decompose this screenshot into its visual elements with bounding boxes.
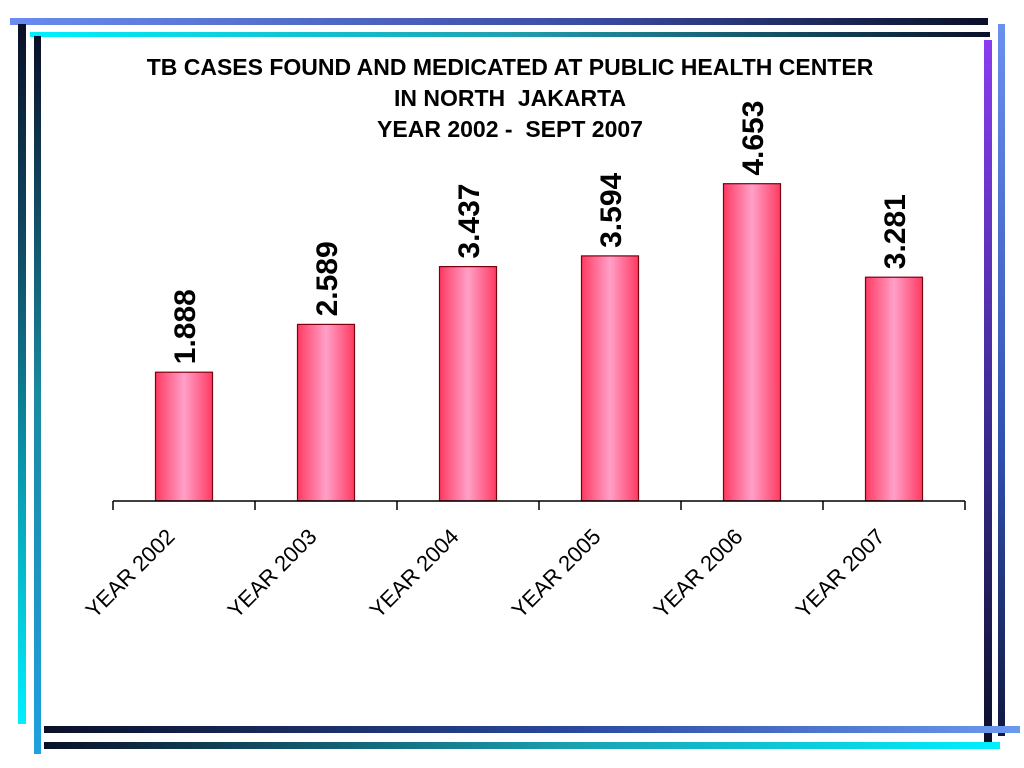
frame-bottom-inner: [44, 726, 1020, 733]
chart-title-line-2: IN NORTH JAKARTA: [393, 85, 627, 111]
x-tick-label: YEAR 2005: [507, 524, 606, 623]
chart-title-line-3: YEAR 2002 - SEPT 2007: [377, 116, 643, 142]
x-tick-label: YEAR 2004: [365, 524, 464, 623]
bar-year-2004: [438, 266, 498, 502]
frame-left-outer: [18, 24, 26, 724]
bar-year-2005: [580, 255, 640, 502]
frame-top-outer: [10, 18, 988, 25]
data-label: 4.653: [737, 101, 770, 176]
frame-right-inner: [984, 40, 992, 746]
data-label: 3.437: [453, 184, 486, 259]
bar-year-2007: [864, 276, 924, 502]
x-axis: [112, 500, 966, 510]
frame-left-inner: [34, 36, 41, 754]
chart-title: TB CASES FOUND AND MEDICATED AT PUBLIC H…: [60, 52, 960, 145]
data-label: 3.281: [879, 194, 912, 269]
chart-title-line-1: TB CASES FOUND AND MEDICATED AT PUBLIC H…: [146, 54, 874, 80]
data-label: 1.888: [169, 289, 202, 364]
x-tick-label: YEAR 2003: [223, 524, 322, 623]
data-label: 2.589: [311, 241, 344, 316]
bar-year-2002: [154, 371, 214, 502]
frame-bottom-outer: [44, 742, 1000, 749]
frame-top-inner: [30, 32, 990, 37]
x-tick-label: YEAR 2007: [791, 524, 890, 623]
x-tick-label: YEAR 2006: [649, 524, 748, 623]
x-tick-label: YEAR 2002: [81, 524, 180, 623]
data-label: 3.594: [595, 173, 628, 248]
bar-year-2006: [722, 183, 782, 502]
bar-year-2003: [296, 323, 356, 502]
bars-group: [154, 183, 924, 502]
frame-right-outer: [998, 24, 1005, 736]
